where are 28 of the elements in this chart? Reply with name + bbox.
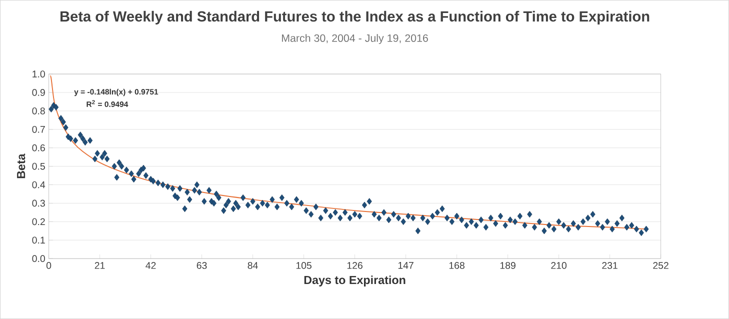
x-tick-label: 252 <box>653 262 668 269</box>
chart-subtitle: March 30, 2004 - July 19, 2016 <box>282 34 428 44</box>
y-tick-label: 0.4 <box>32 181 46 188</box>
x-tick-label: 84 <box>248 262 258 269</box>
x-tick-label: 105 <box>296 262 312 269</box>
x-tick-label: 42 <box>146 262 156 269</box>
chart-title: Beta of Weekly and Standard Futures to the Index as a Function of Time to Expiration <box>60 10 650 24</box>
x-tick-label: 0 <box>46 262 52 269</box>
y-tick-label: 0.7 <box>32 126 45 133</box>
y-tick-label: 0.5 <box>32 162 45 170</box>
x-tick-label: 147 <box>398 262 414 269</box>
x-tick-label: 210 <box>551 262 567 269</box>
x-tick-label: 126 <box>347 262 362 269</box>
y-axis-title: Beta <box>17 154 26 178</box>
x-tick-label: 168 <box>449 262 464 269</box>
y-tick-label: 1.0 <box>32 70 45 78</box>
x-tick-label: 63 <box>196 262 207 269</box>
x-tick-label: 21 <box>94 262 105 269</box>
y-tick-label: 0.0 <box>32 255 45 262</box>
x-tick-label: 231 <box>602 262 618 269</box>
y-tick-label: 0.2 <box>32 218 45 226</box>
y-tick-label: 0.1 <box>32 236 45 244</box>
y-tick-label: 0.3 <box>32 200 45 207</box>
y-tick-label: 0.8 <box>32 108 45 114</box>
x-tick-label: 189 <box>500 262 516 269</box>
y-tick-label: 0.6 <box>32 144 45 152</box>
y-tick-label: 0.9 <box>32 89 45 96</box>
x-axis-title: Days to Expiration <box>304 276 406 286</box>
